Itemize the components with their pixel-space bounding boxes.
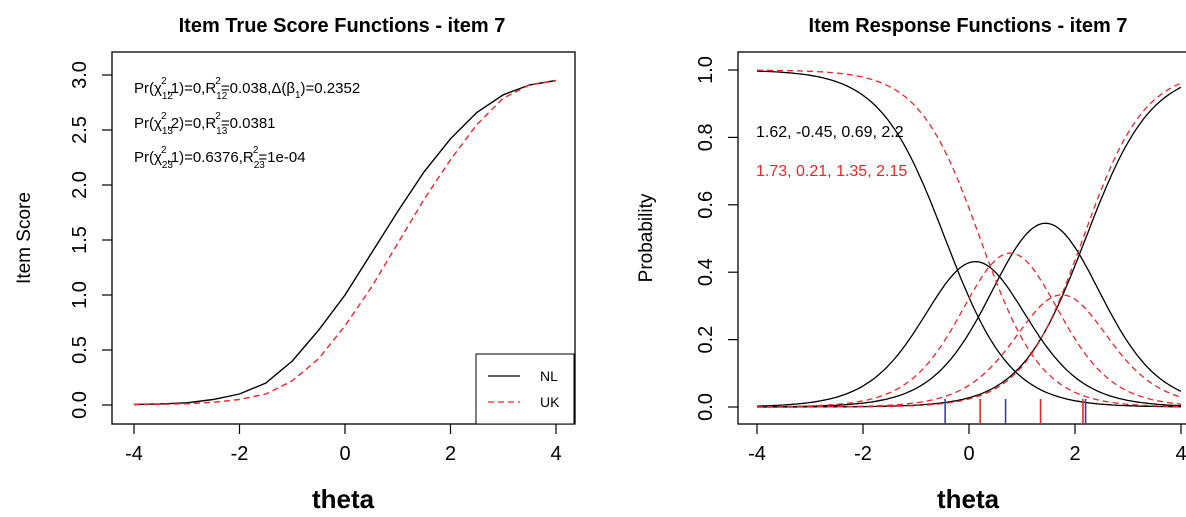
left-y-axis-label: Item Score [14,192,35,284]
left-x-tick-label: -4 [125,443,143,465]
series-line-uk [133,79,557,406]
left-x-tick-label: -2 [231,443,249,465]
left-series-lines [133,79,557,406]
left-y-ticks: 0.0 0.5 1.0 1.5 2.0 2.5 3.0 [69,61,112,419]
parameters-label-nl: 1.62, -0.45, 0.69, 2.2 [756,124,904,141]
right-x-ticks: -4 -2 0 2 4 [748,424,1186,465]
right-x-tick-label: 0 [963,443,974,465]
right-x-axis-label: theta [937,484,1000,514]
legend-box [475,353,575,425]
left-plot-frame [111,51,576,425]
left-y-tick-label: 0.0 [69,391,91,419]
category-curve-uk-2 [757,294,1182,408]
left-y-tick-label: 0.5 [69,336,91,364]
left-x-ticks: -4 -2 0 2 4 [125,424,562,465]
annotation-line-3: Pr(χ232,1)=0.6376,R232=1e-04 [134,145,306,171]
right-chart-title: Item Response Functions - item 7 [809,15,1128,37]
right-y-tick-label: 0.4 [695,258,717,286]
category-curve-uk-3 [757,82,1182,408]
right-y-tick-label: 0.0 [695,393,717,421]
left-x-tick-label: 4 [550,443,561,465]
category-curve-nl-2 [757,222,1182,408]
left-y-tick-label: 2.0 [69,171,91,199]
category-curve-uk-0 [756,69,1181,408]
left-chart-title: Item True Score Functions - item 7 [179,15,506,37]
right-y-ticks: 0.0 0.2 0.4 0.6 0.8 1.0 [695,56,738,421]
legend-label-nl: NL [540,368,558,384]
category-curve-uk-1 [757,252,1182,408]
left-legend: NL UK [475,353,575,425]
left-y-tick-label: 1.5 [69,226,91,254]
category-curve-nl-0 [756,70,1182,408]
right-y-tick-label: 1.0 [695,56,717,84]
left-x-axis-label: theta [312,484,375,514]
annotation-line-1: Pr(χ122,1)=0,R122=0.038,Δ(β1)=0.2352 [134,76,360,102]
left-y-tick-label: 3.0 [69,61,91,89]
left-x-tick-label: 0 [339,443,350,465]
response-function-panel: Item Response Functions - item 7 Probabi… [636,15,1186,514]
category-curve-nl-1 [756,260,1182,407]
left-y-tick-label: 2.5 [69,116,91,144]
right-y-tick-label: 0.6 [695,191,717,219]
threshold-marks [944,399,1087,424]
legend-label-uk: UK [540,394,560,410]
right-series-lines [756,69,1182,408]
true-score-panel: Item True Score Functions - item 7 Item … [14,15,576,514]
annotation-line-2: Pr(χ132,2)=0,R132=0.0381 [134,111,276,137]
right-y-tick-label: 0.8 [695,123,717,151]
left-annotation-block: Pr(χ122,1)=0,R122=0.038,Δ(β1)=0.2352 Pr(… [134,76,360,171]
right-x-tick-label: 2 [1069,443,1080,465]
right-x-tick-label: -4 [748,443,766,465]
series-line-nl [133,79,557,406]
right-y-axis-label: Probability [636,193,657,282]
parameters-label-uk: 1.73, 0.21, 1.35, 2.15 [756,163,907,180]
right-x-tick-label: -2 [854,443,872,465]
left-y-tick-label: 1.0 [69,281,91,309]
left-x-tick-label: 2 [445,443,456,465]
right-y-tick-label: 0.2 [695,326,717,354]
right-x-tick-label: 4 [1175,443,1186,465]
right-plot-frame [737,51,1186,425]
